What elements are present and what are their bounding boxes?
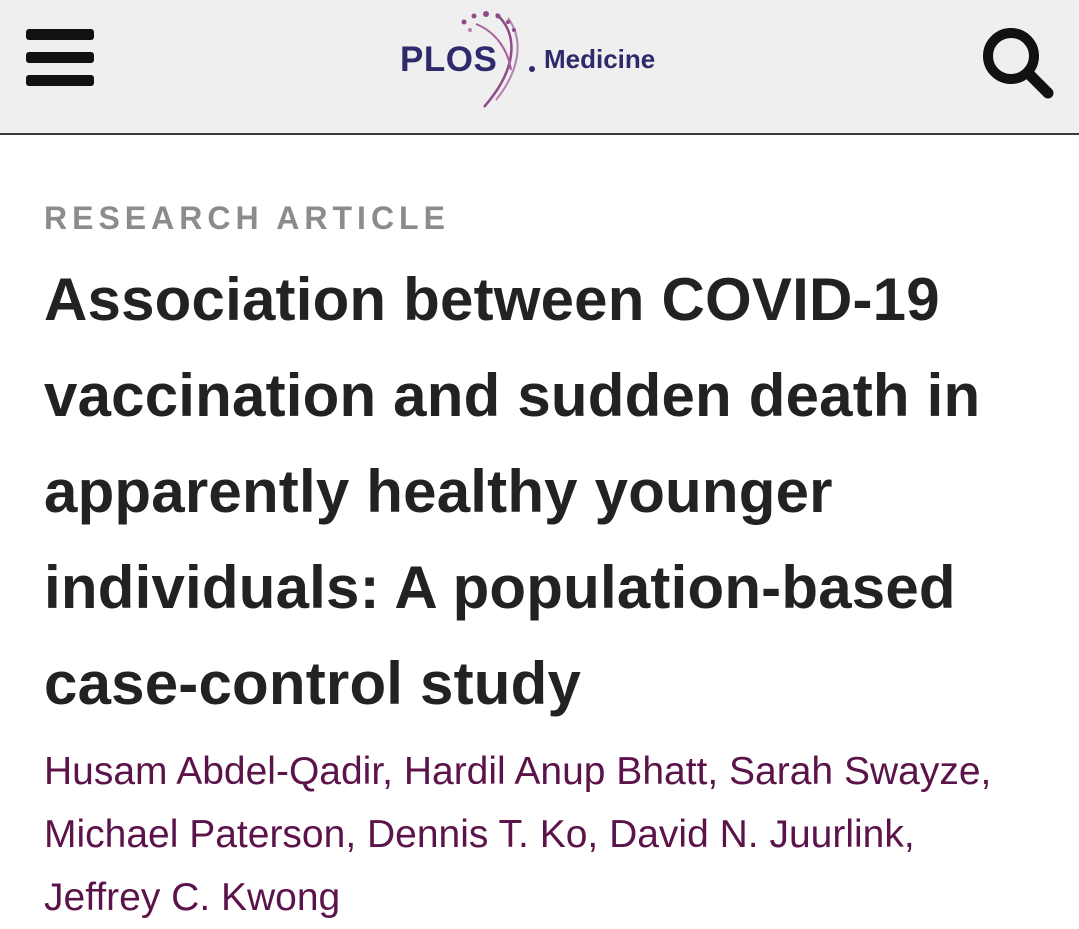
author-separator: , [980,750,992,793]
logo-dot-icon [529,66,535,72]
top-navigation-bar: PLOS Medicine [0,0,1079,135]
article-header: RESEARCH ARTICLE Association between COV… [44,198,1044,929]
author-link[interactable]: Sarah Swayze [729,750,981,793]
logo-journal-text: Medicine [544,44,656,74]
plos-logo-swoosh-icon [461,11,519,108]
article-title: Association between COVID-19 vaccination… [44,266,981,717]
author-link[interactable]: Michael Paterson [44,813,346,856]
logo-plos-text: PLOS [400,40,498,79]
author-link[interactable]: Dennis T. Ko [367,813,588,856]
author-link[interactable]: David N. Juurlink [609,813,904,856]
plos-medicine-logo[interactable]: PLOS Medicine [396,10,686,110]
author-link[interactable]: Husam Abdel-Qadir [44,750,383,793]
author-link[interactable]: Jeffrey C. Kwong [44,876,341,919]
author-separator: , [707,750,730,793]
author-separator: , [903,813,915,856]
search-icon[interactable] [978,24,1056,100]
author-separator: , [345,813,367,856]
hamburger-menu-icon[interactable] [26,29,94,87]
author-list: Husam Abdel-Qadir, Hardil Anup Bhatt, Sa… [44,740,1004,929]
author-separator: , [587,813,610,856]
article-type-label: RESEARCH ARTICLE [44,200,450,236]
author-link[interactable]: Hardil Anup Bhatt [403,750,708,793]
author-separator: , [382,750,404,793]
